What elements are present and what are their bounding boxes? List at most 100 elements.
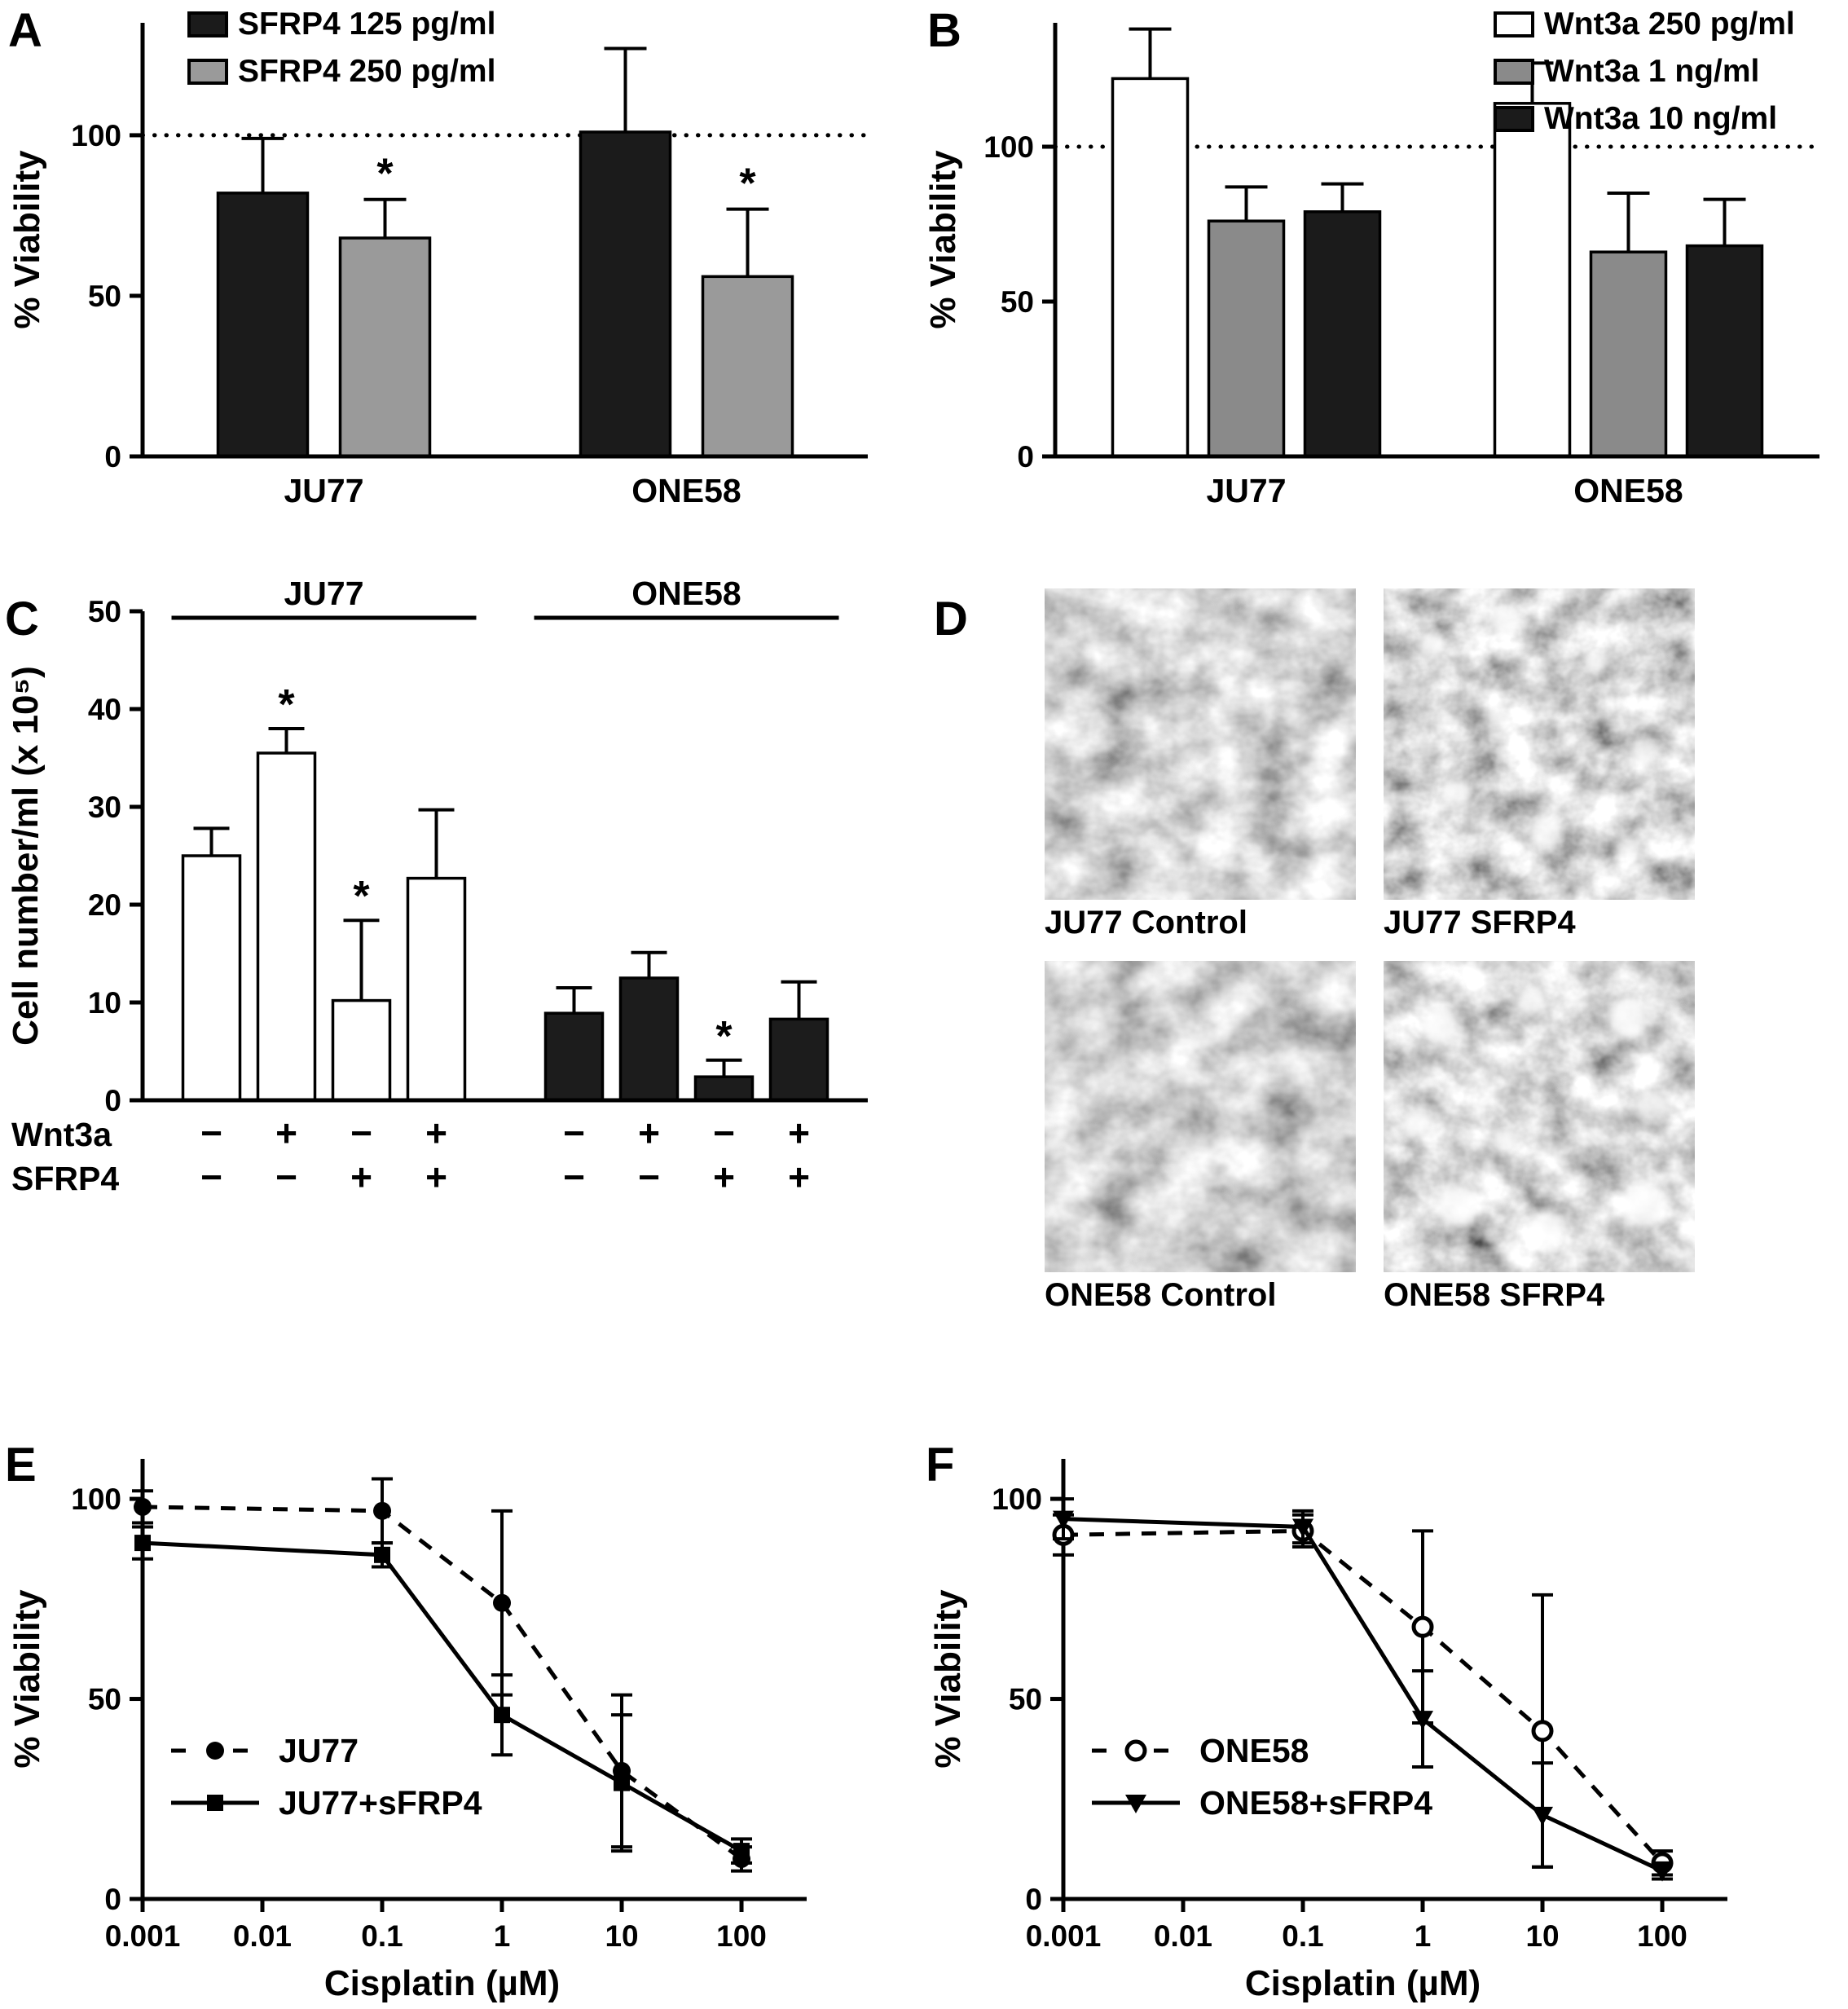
x-tick-label: 100: [716, 1919, 767, 1953]
micrograph-one58-sfrp4: ONE58 SFRP4: [1384, 961, 1695, 1314]
legend-label: JU77: [279, 1732, 359, 1769]
y-axis-label: Cell number/ml (x 10⁵): [6, 666, 46, 1046]
legend-swatch-dark: [1494, 106, 1534, 132]
series-line: [142, 1505, 743, 1861]
condition-value: −: [713, 1112, 735, 1154]
condition-value: +: [425, 1156, 447, 1198]
legend-item-wnt3a-1ng: Wnt3a 1 ng/ml: [1494, 54, 1795, 90]
x-tick-label: 0.01: [233, 1919, 292, 1953]
bar: [256, 751, 317, 1102]
marker: [1531, 1720, 1554, 1742]
legend-swatch-dark: [187, 11, 228, 37]
legend-swatch-white: [1494, 11, 1534, 37]
y-tick-label: 0: [104, 1883, 121, 1916]
micrograph-image: [1045, 961, 1356, 1272]
x-tick-label: 0.1: [361, 1919, 403, 1953]
micrograph-ju77-control: JU77 Control: [1045, 588, 1356, 941]
bar: [1111, 77, 1190, 458]
bar: [1685, 244, 1764, 458]
condition-value: +: [788, 1156, 810, 1198]
bar: [331, 998, 392, 1102]
cell-blobs: [1419, 606, 1659, 861]
panel-f-letter: F: [926, 1438, 955, 1491]
bar: [543, 1011, 605, 1102]
viability-sfrp4-bar-chart: 0 50 100 % Viability * JU77 * ONE58: [7, 23, 870, 509]
micrograph-caption: JU77 Control: [1045, 905, 1247, 941]
marker: [206, 1742, 224, 1760]
condition-value: −: [275, 1156, 297, 1198]
y-axis-label: % Viability: [7, 150, 47, 329]
legend-item-wnt3a-10ng: Wnt3a 10 ng/ml: [1494, 101, 1795, 137]
condition-value: −: [563, 1156, 585, 1198]
bar: [338, 236, 432, 458]
panel-a-letter: A: [8, 4, 42, 57]
legend-label: Wnt3a 1 ng/ml: [1544, 54, 1760, 89]
category-label: ONE58: [631, 472, 741, 509]
x-axis-label: Cisplatin (µM): [1245, 1963, 1481, 2003]
marker: [1652, 1862, 1674, 1882]
bar: [768, 1017, 829, 1102]
marker: [373, 1501, 392, 1520]
y-tick-label: 0: [104, 1084, 121, 1117]
y-axis-label: % Viability: [7, 1589, 47, 1769]
x-tick-label: 0.01: [1154, 1919, 1212, 1953]
condition-value: +: [638, 1112, 660, 1154]
y-tick-label: 50: [88, 1683, 121, 1716]
micrograph-caption: ONE58 SFRP4: [1384, 1277, 1605, 1313]
y-tick-label: 100: [71, 119, 121, 152]
bar: [693, 1075, 755, 1102]
cell-number-bar-chart: 0 10 20 30 40 50 Cell number/ml (x 10⁵) JU77 * * O…: [6, 579, 868, 1198]
marker: [493, 1593, 512, 1612]
y-tick-label: 50: [88, 280, 121, 313]
condition-value: +: [275, 1112, 297, 1154]
legend-item-wnt3a-250pg: Wnt3a 250 pg/ml: [1494, 7, 1795, 42]
micrograph-one58-control: ONE58 Control: [1045, 961, 1356, 1314]
significance-marker: *: [353, 873, 370, 920]
bar: [406, 876, 467, 1102]
marker: [1053, 1510, 1074, 1530]
legend-wnt3a: Wnt3a 250 pg/ml Wnt3a 1 ng/ml Wnt3a 10 n…: [1494, 7, 1795, 137]
legend-label: SFRP4 125 pg/ml: [238, 7, 496, 42]
bar: [1207, 219, 1286, 458]
legend-item-sfrp4-250: SFRP4 250 pg/ml: [187, 54, 495, 90]
condition-value: −: [638, 1156, 660, 1198]
marker: [1124, 1739, 1147, 1762]
bar: [216, 192, 310, 458]
marker: [733, 1843, 750, 1860]
y-tick-label: 50: [88, 595, 121, 628]
condition-value: −: [200, 1156, 222, 1198]
y-axis-label: % Viability: [923, 150, 963, 329]
group-header: JU77: [284, 579, 363, 612]
marker: [207, 1795, 223, 1811]
cisplatin-one58-line-chart: 0 50 100 0.001 0.01 0.1 1 10 100 % Viability Cispl…: [928, 1459, 1727, 2003]
x-tick-label: 10: [605, 1919, 638, 1953]
y-tick-label: 0: [1025, 1883, 1042, 1916]
group-header: ONE58: [631, 579, 741, 612]
micrograph-caption: ONE58 Control: [1045, 1277, 1277, 1313]
marker: [1292, 1518, 1314, 1538]
legend-label: ONE58: [1199, 1732, 1309, 1769]
condition-value: −: [200, 1112, 222, 1154]
y-tick-label: 100: [992, 1483, 1042, 1516]
marker: [1412, 1711, 1434, 1730]
legend-item-sfrp4-125: SFRP4 125 pg/ml: [187, 7, 495, 42]
cell-blobs: [1403, 987, 1669, 1248]
marker: [134, 1535, 151, 1552]
bar: [1303, 210, 1382, 458]
micrograph-image: [1384, 961, 1695, 1272]
y-tick-label: 20: [88, 888, 121, 922]
x-tick-label: 1: [494, 1919, 511, 1953]
panel-d-letter: D: [934, 593, 968, 645]
panel-e-letter: E: [5, 1438, 37, 1491]
x-axis-label: Cisplatin (µM): [324, 1963, 560, 2003]
category-label: JU77: [284, 472, 363, 509]
viability-wnt3a-bar-chart: 0 50 100 % Viability JU77 ONE58: [923, 23, 1822, 509]
significance-marker: *: [376, 151, 394, 198]
marker: [1411, 1615, 1434, 1638]
bar: [1493, 102, 1572, 458]
bar: [1589, 250, 1668, 458]
marker: [494, 1707, 511, 1724]
cisplatin-ju77-line-chart: 0 50 100 0.001 0.01 0.1 1 10 100 % Viability Cispl…: [7, 1459, 807, 2003]
condition-row-label: Wnt3a: [11, 1116, 112, 1153]
marker: [134, 1497, 152, 1516]
